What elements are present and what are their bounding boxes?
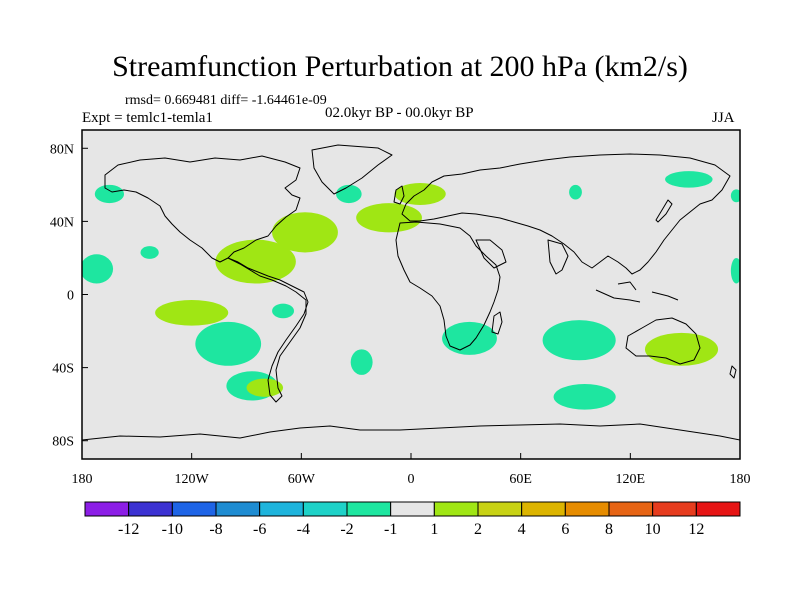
colorbar-swatch xyxy=(608,501,654,517)
stats-label: rmsd= 0.669481 diff= -1.64461e-09 xyxy=(125,93,327,108)
chart-title: Streamfunction Perturbation at 200 hPa (… xyxy=(112,50,688,83)
colorbar-label: 8 xyxy=(605,521,613,538)
contour-region-12 xyxy=(442,321,497,355)
coast-africa xyxy=(395,221,501,351)
colorbar-label: 1 xyxy=(430,521,438,538)
colorbar-swatch xyxy=(564,501,610,517)
contour-region-8 xyxy=(195,321,262,366)
y-tick-label: 40N xyxy=(50,215,74,230)
colorbar-label: -6 xyxy=(253,521,266,538)
contour-region-7 xyxy=(730,257,740,284)
colorbar-swatch xyxy=(390,501,435,517)
coastlines xyxy=(82,144,740,441)
colorbar-label: -10 xyxy=(162,521,183,538)
contour-region-3 xyxy=(336,184,362,204)
x-tick-label: 180 xyxy=(72,472,93,487)
contour-region-5 xyxy=(665,171,713,188)
x-tick-label: 120W xyxy=(175,472,210,487)
colorbar-label: 12 xyxy=(688,521,704,538)
coast-australia xyxy=(625,317,701,365)
colorbar-label: 10 xyxy=(645,521,661,538)
contour-region-18 xyxy=(356,203,422,233)
experiment-label: Expt = temlc1-temla1 xyxy=(82,110,213,126)
map-background xyxy=(82,130,740,459)
contour-region-11 xyxy=(350,349,373,375)
contour-region-13 xyxy=(542,320,616,361)
coast-south-america xyxy=(227,257,309,403)
colorbar: -12 -10 -8 -6 -4 -2 -1 1 2 4 6 8 10 12 xyxy=(84,501,741,538)
colorbar-swatch xyxy=(521,501,566,517)
colorbar-swatch xyxy=(259,501,304,517)
colorbar-swatch xyxy=(477,501,523,517)
contour-region-6 xyxy=(730,189,740,203)
colorbar-swatch xyxy=(128,501,173,517)
coast-antarctica xyxy=(82,423,740,441)
contour-region-14 xyxy=(553,384,616,410)
y-tick-label: 0 xyxy=(67,289,74,304)
colorbar-label: -2 xyxy=(340,521,353,538)
colorbar-swatch xyxy=(215,501,261,517)
season-label: JJA xyxy=(712,110,735,126)
contour-region-2 xyxy=(140,246,159,259)
coast-indonesia xyxy=(595,281,679,303)
x-tick-label: 180 xyxy=(730,472,751,487)
colorbar-label: 6 xyxy=(561,521,569,538)
colorbar-label: -12 xyxy=(118,521,139,538)
colorbar-swatch xyxy=(171,501,217,517)
colorbar-label: -1 xyxy=(384,521,397,538)
axes: 180 120W 60W 0 60E 120E 180 80N 40N 0 40S 80S xyxy=(50,142,751,487)
contour-region-16 xyxy=(155,299,229,326)
x-tick-label: 60E xyxy=(509,472,532,487)
colorbar-label: -8 xyxy=(209,521,222,538)
x-tick-label: 120E xyxy=(616,472,646,487)
colorbar-swatch xyxy=(84,501,130,517)
contour-regions xyxy=(82,171,740,410)
contour-region-20 xyxy=(246,378,284,397)
colorbar-label: -4 xyxy=(297,521,310,538)
coast-greenland xyxy=(311,144,393,195)
colorbar-label: 4 xyxy=(518,521,526,538)
colorbar-label: 2 xyxy=(474,521,482,538)
y-tick-label: 80N xyxy=(50,142,74,157)
contour-region-19 xyxy=(394,183,446,205)
colorbar-swatch xyxy=(695,501,741,517)
coast-india xyxy=(547,239,569,275)
colorbar-swatch xyxy=(302,501,348,517)
coast-japan xyxy=(655,199,673,223)
contour-region-0 xyxy=(94,184,125,204)
contour-region-4 xyxy=(569,184,582,200)
coast-arabia xyxy=(475,239,507,269)
period-label: 02.0kyr BP - 00.0kyr BP xyxy=(325,105,474,121)
coast-eurasia xyxy=(401,153,731,275)
contour-region-17 xyxy=(272,212,338,253)
y-tick-label: 80S xyxy=(52,435,74,450)
coast-uk xyxy=(393,185,405,205)
contour-region-21 xyxy=(644,332,719,366)
colorbar-swatch xyxy=(652,501,697,517)
coast-madagascar xyxy=(491,311,503,335)
y-tick-label: 40S xyxy=(52,362,74,377)
colorbar-swatch xyxy=(346,501,392,517)
colorbar-swatch xyxy=(433,501,479,517)
x-tick-label: 0 xyxy=(408,472,415,487)
coast-new-zealand xyxy=(729,365,737,379)
contour-region-15 xyxy=(215,239,296,284)
coast-north-america xyxy=(104,155,301,263)
contour-region-1 xyxy=(82,254,114,284)
x-tick-label: 60W xyxy=(288,472,316,487)
contour-region-9 xyxy=(272,303,295,319)
